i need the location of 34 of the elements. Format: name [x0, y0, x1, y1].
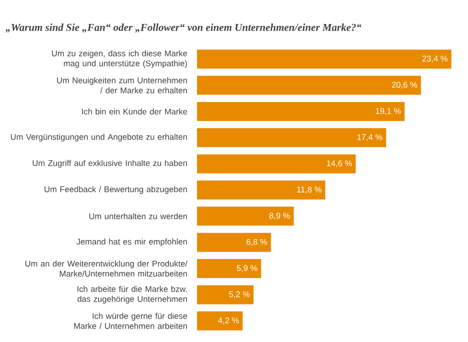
data-label: 5,9 % [236, 265, 258, 272]
bar [197, 128, 386, 148]
data-label: 23,4 % [422, 56, 448, 63]
y-tick-label: Ich bin ein Kunde der Marke [82, 108, 188, 114]
bar [197, 102, 405, 121]
data-label: 4,2 % [218, 317, 239, 324]
data-label: 14,6 % [326, 160, 352, 168]
y-tick-label: Um zu zeigen, dass ich diese Marke mag und unterstütze (Sympathie) [52, 50, 188, 68]
bar [197, 50, 452, 69]
y-tick-label: Um Vergünstigungen und Angebote zu erhalten [10, 134, 187, 142]
y-tick-label: Um an der Weiterentwicklung der Produkte/ Marke/Unternehmen mitzuarbeiten [25, 260, 188, 277]
bar [197, 285, 254, 304]
data-label: 6,8 % [246, 238, 268, 246]
y-tick-label: Ich würde gerne für diese Marke / Unternehmen arbeiten [74, 312, 188, 329]
bar [197, 180, 326, 200]
y-tick-label: Jemand hat es mir empfohlen [76, 238, 187, 246]
bar [197, 311, 243, 330]
bar [197, 206, 294, 226]
data-label: 17,4 % [357, 134, 382, 142]
y-tick-label: Um Zugriff auf exklusive Inhalte zu haben [32, 160, 187, 168]
data-label: 20,6 % [392, 82, 418, 89]
data-label: 11,8 % [297, 186, 322, 194]
bar [197, 76, 421, 95]
bar [197, 232, 271, 252]
y-tick-label: Um Neuigkeiten zum Unternehmen / der Marke zu erhalten [57, 77, 187, 94]
y-tick-label: Um unterhalten zu werden [89, 213, 187, 220]
data-label: 5,2 % [229, 291, 250, 298]
data-label: 19,1 % [376, 108, 401, 115]
data-label: 8,9 % [269, 212, 290, 220]
bar [197, 259, 262, 278]
chart-title: „Warum sind Sie „Fan“ oder „Follower“ von einem Unternehmen/einer Marke?“ [6, 24, 362, 32]
bar [197, 154, 356, 174]
y-tick-label: Ich arbeite für die Marke bzw. das zugehörige Unternehmen [78, 286, 187, 304]
y-tick-label: Um Feedback / Bewertung abzugeben [44, 186, 187, 194]
